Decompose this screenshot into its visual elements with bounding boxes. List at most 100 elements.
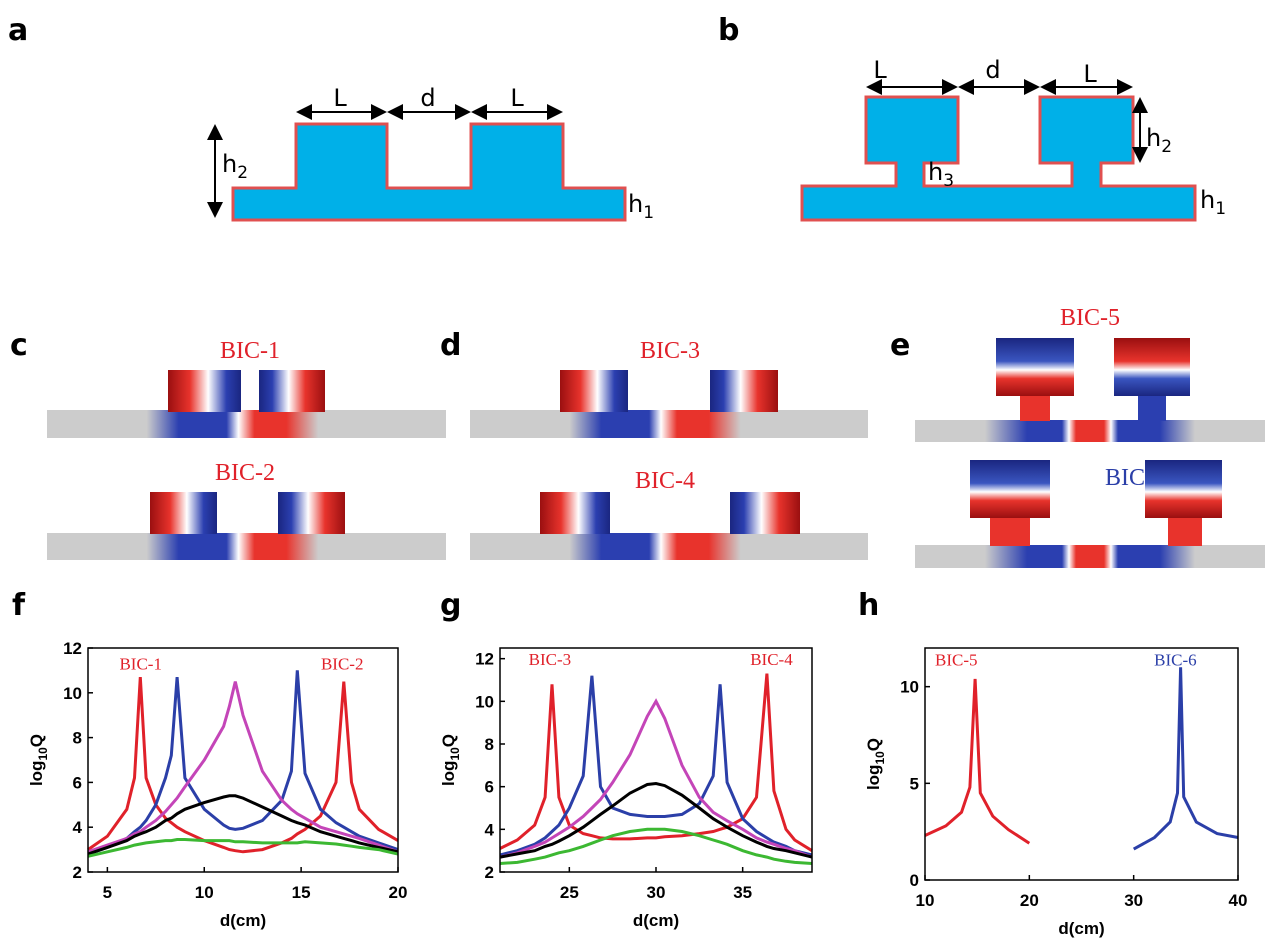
field-block <box>730 492 800 534</box>
field-block <box>710 370 778 412</box>
field-neck <box>1168 516 1202 546</box>
x-axis-label: d(cm) <box>220 911 266 930</box>
t: h <box>628 190 643 218</box>
x-tick-label: 20 <box>389 883 408 902</box>
y-tick-label: 10 <box>475 692 494 711</box>
field-block <box>1145 460 1222 518</box>
x-tick-label: 10 <box>195 883 214 902</box>
series-line <box>87 794 399 856</box>
field-block <box>970 460 1050 518</box>
t: h <box>1200 186 1215 214</box>
t: 3 <box>943 171 954 191</box>
panel-label: h <box>858 588 879 623</box>
field-block <box>168 370 241 412</box>
annotation: BIC-1 <box>119 655 162 674</box>
x-tick-label: 30 <box>1124 891 1143 910</box>
dim-label: L <box>1083 60 1097 88</box>
annotation: BIC-6 <box>1154 651 1197 670</box>
series-line <box>87 838 399 858</box>
mode-label: BIC-2 <box>215 460 275 486</box>
y-axis-label: log10Q <box>439 734 462 786</box>
panel-label: g <box>440 588 461 623</box>
y-label-sub: 10 <box>36 747 50 761</box>
plot-frame <box>87 647 399 873</box>
field-block <box>150 492 217 534</box>
x-tick-label: 10 <box>916 891 935 910</box>
panel-d: d BIC-3 BIC-4 <box>440 328 868 560</box>
annotation: BIC-4 <box>750 650 793 669</box>
y-tick-label: 4 <box>485 820 495 839</box>
field-neck <box>990 516 1030 546</box>
t: h <box>222 150 237 178</box>
annotation: BIC-3 <box>529 650 572 669</box>
y-label-part: Q <box>439 734 458 747</box>
y-label-part: Q <box>864 738 883 751</box>
y-tick-label: 8 <box>485 735 494 754</box>
field-slab <box>915 545 1265 568</box>
y-tick-label: 10 <box>900 678 919 697</box>
x-tick-label: 20 <box>1020 891 1039 910</box>
dim-label: h1 <box>1200 186 1226 219</box>
plot-frame <box>924 647 1239 881</box>
x-tick-label: 40 <box>1229 891 1248 910</box>
field-slab <box>470 533 868 560</box>
annotation: BIC-2 <box>321 655 364 674</box>
dim-label: L <box>333 84 347 112</box>
series-line <box>924 678 1031 845</box>
x-tick-label: 15 <box>292 883 311 902</box>
y-axis-label: log10Q <box>864 738 887 790</box>
t: 1 <box>1215 199 1226 219</box>
x-tick-label: 5 <box>103 883 112 902</box>
y-tick-label: 2 <box>73 863 82 882</box>
dim-label: h3 <box>928 158 954 191</box>
mode-label: BIC-5 <box>1060 305 1120 331</box>
field-block <box>540 492 610 534</box>
y-tick-label: 0 <box>910 871 919 890</box>
series-line <box>499 781 813 859</box>
y-tick-label: 6 <box>73 773 82 792</box>
series-line <box>87 677 399 854</box>
t: 2 <box>237 163 248 183</box>
series-line <box>87 681 399 854</box>
panel-label: c <box>10 328 28 363</box>
structure <box>231 122 627 222</box>
dim-label: h2 <box>1146 124 1172 157</box>
mode-label: BIC-3 <box>640 338 700 364</box>
series-line <box>499 673 813 852</box>
y-label-part: Q <box>27 734 46 747</box>
y-tick-label: 12 <box>475 650 494 669</box>
y-label-part: log <box>27 761 46 787</box>
panel-b: b L d L h2 h3 h1 <box>718 13 1226 222</box>
panel-e: e BIC-5 BIC-6 <box>890 305 1265 568</box>
x-tick-label: 25 <box>560 883 579 902</box>
t: 2 <box>1161 137 1172 157</box>
series-line <box>499 675 813 857</box>
dim-label: L <box>873 56 887 84</box>
arrows <box>207 104 563 218</box>
x-tick-label: 30 <box>647 883 666 902</box>
panel-label: e <box>890 328 910 363</box>
field-block <box>278 492 345 534</box>
field-slab <box>470 410 868 438</box>
x-axis-label: d(cm) <box>633 911 679 930</box>
mode-label: BIC-4 <box>635 468 695 494</box>
dim-label: d <box>985 56 1000 84</box>
x-axis-label: d(cm) <box>1058 919 1104 938</box>
field-block <box>996 338 1074 396</box>
dim-label: d <box>420 84 435 112</box>
y-label-sub: 10 <box>448 747 462 761</box>
series-line <box>1132 667 1239 851</box>
y-tick-label: 4 <box>73 818 83 837</box>
t: h <box>1146 124 1161 152</box>
y-tick-label: 6 <box>485 778 494 797</box>
panel-label: a <box>8 13 28 48</box>
panel-a: a L d L h2 h1 <box>8 13 654 223</box>
field-neck <box>1138 394 1166 421</box>
dim-label: L <box>510 84 524 112</box>
y-label-sub: 10 <box>873 751 887 765</box>
dim-label: h1 <box>628 190 654 223</box>
t: 1 <box>643 203 654 223</box>
structure <box>800 95 1197 222</box>
